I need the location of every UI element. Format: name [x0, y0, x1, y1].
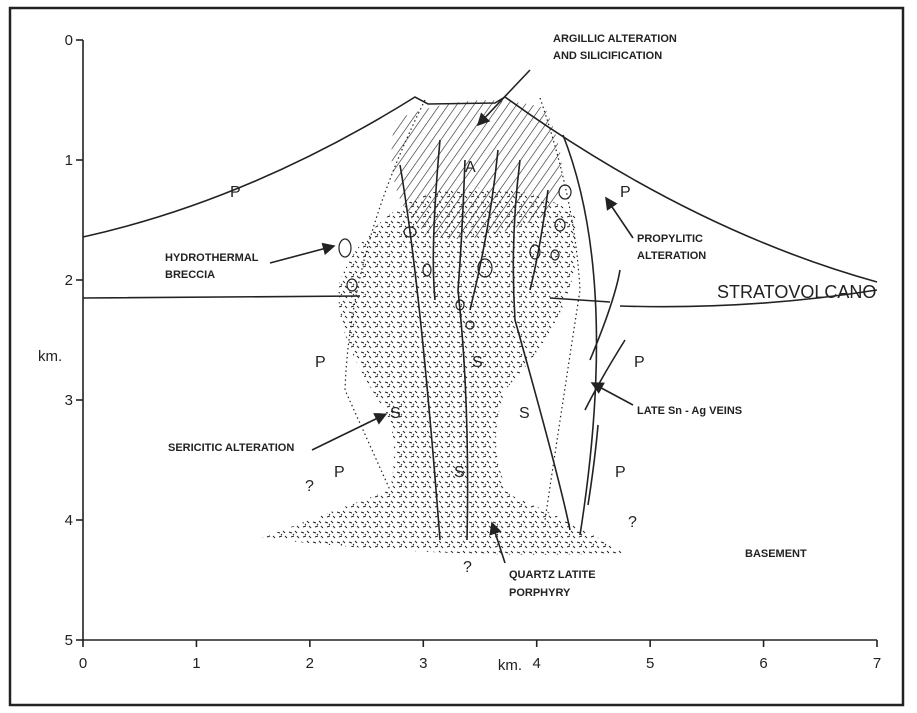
x-axis-label: km.: [498, 657, 522, 674]
label: STRATOVOLCANO: [717, 282, 876, 302]
label: QUARTZ LATITE: [509, 569, 596, 581]
label: ?: [628, 514, 637, 531]
label: A: [465, 159, 476, 176]
label: ?: [463, 559, 472, 576]
label: PROPYLITIC: [637, 233, 703, 245]
y-tick-label: 4: [65, 512, 73, 529]
label: P: [230, 184, 241, 201]
x-tick-label: 6: [759, 655, 767, 672]
y-tick-label: 1: [65, 152, 73, 169]
label: S: [472, 354, 483, 371]
label: S: [519, 405, 530, 422]
label: S: [390, 405, 401, 422]
axes: 0 1 2 3 4 5 6 7 km. 0 1 2 3 4 5 km.: [38, 32, 881, 674]
stratovolcano-base: [82, 289, 878, 308]
x-tick-label: 5: [646, 655, 654, 672]
x-tick-label: 4: [533, 655, 541, 672]
alteration-boundary: [539, 97, 581, 521]
x-tick-label: 1: [192, 655, 200, 672]
label: PORPHYRY: [509, 587, 571, 599]
labels: ARGILLIC ALTERATION AND SILICIFICATION A…: [165, 33, 876, 599]
label: P: [315, 354, 326, 371]
label: P: [334, 464, 345, 481]
porphyry: [262, 187, 625, 555]
alteration-boundary: [344, 99, 426, 491]
y-tick-label: 3: [65, 392, 73, 409]
veins: [399, 134, 626, 541]
x-tick-label: 7: [873, 655, 881, 672]
label: P: [620, 184, 631, 201]
label: BASEMENT: [745, 548, 807, 560]
x-tick-label: 3: [419, 655, 427, 672]
label: BRECCIA: [165, 269, 215, 281]
label: SERICITIC ALTERATION: [168, 442, 294, 454]
label: AND SILICIFICATION: [553, 50, 662, 62]
label: S: [454, 464, 465, 481]
y-axis-label: km.: [38, 348, 62, 365]
y-tick-label: 0: [65, 32, 73, 49]
label: ?: [305, 478, 314, 495]
label: ARGILLIC ALTERATION: [553, 33, 677, 45]
label: P: [634, 354, 645, 371]
argillic-zone: [391, 100, 562, 239]
y-tick-label: 5: [65, 632, 73, 649]
label: ALTERATION: [637, 250, 706, 262]
x-tick-label: 2: [306, 655, 314, 672]
volcano-outline: [82, 96, 878, 283]
frame: [8, 6, 905, 707]
label: P: [615, 464, 626, 481]
label: HYDROTHERMAL: [165, 252, 259, 264]
label: LATE Sn - Ag VEINS: [637, 405, 742, 417]
x-tick-label: 0: [79, 655, 87, 672]
breccia: [338, 184, 572, 330]
leaders: [269, 69, 634, 564]
y-tick-label: 2: [65, 272, 73, 289]
